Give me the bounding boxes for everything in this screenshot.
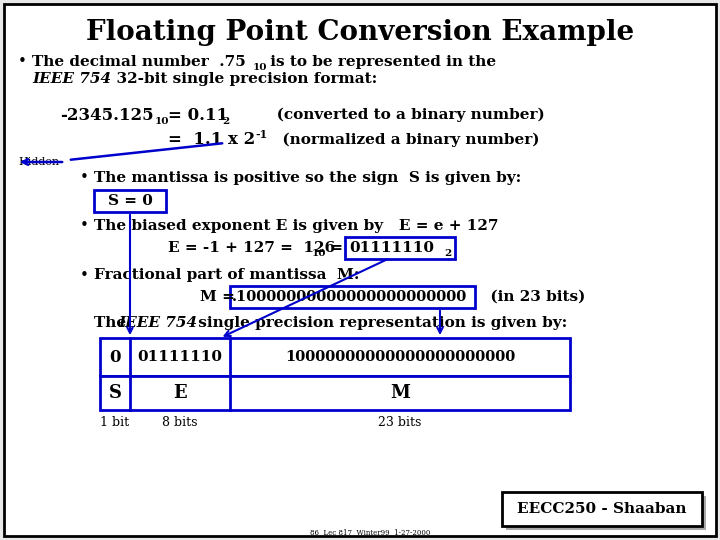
Text: 86  Lec 817  Winter99  1-27-2000: 86 Lec 817 Winter99 1-27-2000 xyxy=(310,529,430,537)
Text: The biased exponent E is given by   E = e + 127: The biased exponent E is given by E = e … xyxy=(94,219,498,233)
Text: •: • xyxy=(80,171,89,186)
Text: = 0.11: = 0.11 xyxy=(168,106,228,124)
Text: Hidden: Hidden xyxy=(18,157,59,167)
Text: •: • xyxy=(80,219,89,233)
Bar xyxy=(506,496,706,530)
Text: •: • xyxy=(80,267,89,282)
Text: 2: 2 xyxy=(444,249,451,259)
Text: E: E xyxy=(174,384,186,402)
Text: M =: M = xyxy=(200,290,235,304)
Text: =  1.1 x 2: = 1.1 x 2 xyxy=(168,132,256,148)
Text: S = 0: S = 0 xyxy=(107,194,153,208)
Bar xyxy=(345,237,455,259)
Bar xyxy=(100,338,570,376)
Text: IEEE 754: IEEE 754 xyxy=(118,316,197,330)
Bar xyxy=(502,492,702,526)
Text: Fractional part of mantissa  M:: Fractional part of mantissa M: xyxy=(94,268,359,282)
Text: 0: 0 xyxy=(109,348,121,366)
Text: The mantissa is positive so the sign  S is given by:: The mantissa is positive so the sign S i… xyxy=(94,171,521,185)
Text: -2345.125: -2345.125 xyxy=(60,106,153,124)
Text: -1: -1 xyxy=(255,129,267,139)
Text: •: • xyxy=(18,55,27,70)
Text: Floating Point Conversion Example: Floating Point Conversion Example xyxy=(86,18,634,45)
Text: (in 23 bits): (in 23 bits) xyxy=(480,290,585,304)
Text: M: M xyxy=(390,384,410,402)
Text: EECC250 - Shaaban: EECC250 - Shaaban xyxy=(517,502,687,516)
Text: 2: 2 xyxy=(222,117,229,125)
Text: single precision representation is given by:: single precision representation is given… xyxy=(193,316,567,330)
Text: IEEE 754: IEEE 754 xyxy=(32,72,111,86)
Text: 10: 10 xyxy=(312,248,326,258)
Text: 23 bits: 23 bits xyxy=(378,415,422,429)
Text: 01111110: 01111110 xyxy=(138,350,222,364)
Text: 8 bits: 8 bits xyxy=(162,415,198,429)
Text: (normalized a binary number): (normalized a binary number) xyxy=(272,133,539,147)
Text: =: = xyxy=(325,241,348,255)
Text: (converted to a binary number): (converted to a binary number) xyxy=(240,108,545,122)
Text: 10: 10 xyxy=(253,63,268,71)
Text: E = -1 + 127 =  126: E = -1 + 127 = 126 xyxy=(168,241,335,255)
Bar xyxy=(94,190,166,212)
Text: 1 bit: 1 bit xyxy=(100,415,130,429)
Text: S: S xyxy=(109,384,122,402)
Text: The: The xyxy=(94,316,131,330)
Text: 01111110: 01111110 xyxy=(349,241,434,255)
Text: is to be represented in the: is to be represented in the xyxy=(265,55,496,69)
Text: 10000000000000000000000: 10000000000000000000000 xyxy=(285,350,515,364)
Text: 32-bit single precision format:: 32-bit single precision format: xyxy=(106,72,377,86)
Bar xyxy=(100,376,570,410)
Text: The decimal number  .75: The decimal number .75 xyxy=(32,55,246,69)
Text: .10000000000000000000000: .10000000000000000000000 xyxy=(232,290,467,304)
Bar xyxy=(230,286,475,308)
Text: 10: 10 xyxy=(155,117,169,125)
